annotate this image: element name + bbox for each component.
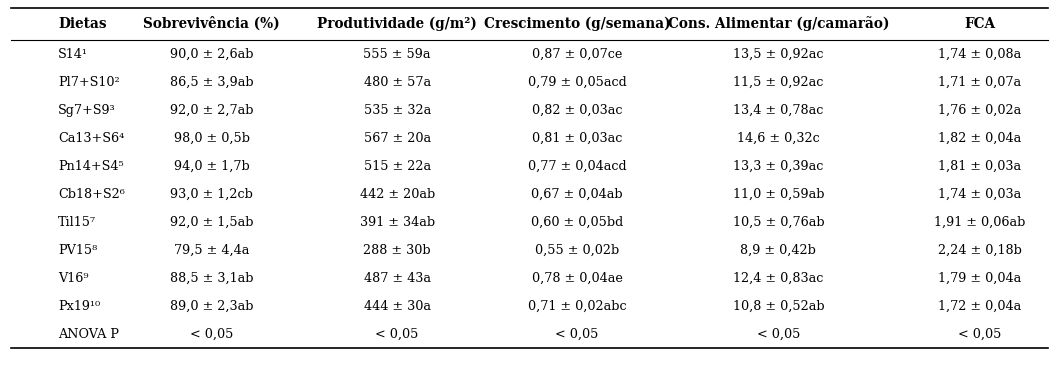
Text: 487 ± 43a: 487 ± 43a	[363, 272, 431, 285]
Text: 1,72 ± 0,04a: 1,72 ± 0,04a	[938, 300, 1021, 313]
Text: 1,71 ± 0,07a: 1,71 ± 0,07a	[938, 76, 1021, 89]
Text: < 0,05: < 0,05	[757, 328, 800, 340]
Text: 515 ± 22a: 515 ± 22a	[363, 159, 431, 172]
Text: 0,82 ± 0,03ac: 0,82 ± 0,03ac	[532, 104, 623, 116]
Text: S14¹: S14¹	[58, 47, 88, 61]
Text: Pn14+S4⁵: Pn14+S4⁵	[58, 159, 124, 172]
Text: 13,5 ± 0,92ac: 13,5 ± 0,92ac	[733, 47, 824, 61]
Text: 92,0 ± 1,5ab: 92,0 ± 1,5ab	[170, 215, 253, 229]
Text: 12,4 ± 0,83ac: 12,4 ± 0,83ac	[733, 272, 824, 285]
Text: 89,0 ± 2,3ab: 89,0 ± 2,3ab	[170, 300, 253, 313]
Text: < 0,05: < 0,05	[376, 328, 418, 340]
Text: 79,5 ± 4,4a: 79,5 ± 4,4a	[174, 243, 250, 257]
Text: 94,0 ± 1,7b: 94,0 ± 1,7b	[174, 159, 250, 172]
Text: 1,79 ± 0,04a: 1,79 ± 0,04a	[938, 272, 1021, 285]
Text: 0,87 ± 0,07ce: 0,87 ± 0,07ce	[532, 47, 623, 61]
Text: 1,74 ± 0,03a: 1,74 ± 0,03a	[938, 187, 1021, 200]
Text: 1,91 ± 0,06ab: 1,91 ± 0,06ab	[934, 215, 1025, 229]
Text: 0,60 ± 0,05bd: 0,60 ± 0,05bd	[531, 215, 624, 229]
Text: 8,9 ± 0,42b: 8,9 ± 0,42b	[740, 243, 816, 257]
Text: FCA: FCA	[964, 17, 995, 31]
Text: 1,81 ± 0,03a: 1,81 ± 0,03a	[938, 159, 1021, 172]
Text: 93,0 ± 1,2cb: 93,0 ± 1,2cb	[170, 187, 253, 200]
Text: 0,67 ± 0,04ab: 0,67 ± 0,04ab	[532, 187, 623, 200]
Text: 86,5 ± 3,9ab: 86,5 ± 3,9ab	[170, 76, 253, 89]
Text: ANOVA P: ANOVA P	[58, 328, 120, 340]
Text: Cons. Alimentar (g/camarão): Cons. Alimentar (g/camarão)	[667, 16, 890, 31]
Text: 480 ± 57a: 480 ± 57a	[363, 76, 431, 89]
Text: 0,79 ± 0,05acd: 0,79 ± 0,05acd	[527, 76, 627, 89]
Text: 0,71 ± 0,02abc: 0,71 ± 0,02abc	[527, 300, 627, 313]
Text: Crescimento (g/semana): Crescimento (g/semana)	[484, 17, 670, 31]
Text: 1,74 ± 0,08a: 1,74 ± 0,08a	[938, 47, 1021, 61]
Text: 555 ± 59a: 555 ± 59a	[363, 47, 431, 61]
Text: < 0,05: < 0,05	[191, 328, 233, 340]
Text: 2,24 ± 0,18b: 2,24 ± 0,18b	[937, 243, 1022, 257]
Text: 13,4 ± 0,78ac: 13,4 ± 0,78ac	[733, 104, 824, 116]
Text: 0,55 ± 0,02b: 0,55 ± 0,02b	[535, 243, 620, 257]
Text: 13,3 ± 0,39ac: 13,3 ± 0,39ac	[733, 159, 824, 172]
Text: 0,77 ± 0,04acd: 0,77 ± 0,04acd	[527, 159, 627, 172]
Text: 90,0 ± 2,6ab: 90,0 ± 2,6ab	[170, 47, 253, 61]
Text: < 0,05: < 0,05	[556, 328, 598, 340]
Text: V16⁹: V16⁹	[58, 272, 89, 285]
Text: 11,0 ± 0,59ab: 11,0 ± 0,59ab	[733, 187, 824, 200]
Text: 0,78 ± 0,04ae: 0,78 ± 0,04ae	[532, 272, 623, 285]
Text: 0,81 ± 0,03ac: 0,81 ± 0,03ac	[532, 132, 623, 144]
Text: 535 ± 32a: 535 ± 32a	[363, 104, 431, 116]
Text: 391 ± 34ab: 391 ± 34ab	[360, 215, 434, 229]
Text: 88,5 ± 3,1ab: 88,5 ± 3,1ab	[170, 272, 253, 285]
Text: PV15⁸: PV15⁸	[58, 243, 97, 257]
Text: 92,0 ± 2,7ab: 92,0 ± 2,7ab	[170, 104, 253, 116]
Text: 10,8 ± 0,52ab: 10,8 ± 0,52ab	[733, 300, 824, 313]
Text: Px19¹⁰: Px19¹⁰	[58, 300, 101, 313]
Text: 1,82 ± 0,04a: 1,82 ± 0,04a	[938, 132, 1021, 144]
Text: Sg7+S9³: Sg7+S9³	[58, 104, 116, 116]
Text: 98,0 ± 0,5b: 98,0 ± 0,5b	[174, 132, 250, 144]
Text: 288 ± 30b: 288 ± 30b	[363, 243, 431, 257]
Text: 10,5 ± 0,76ab: 10,5 ± 0,76ab	[733, 215, 824, 229]
Text: Til15⁷: Til15⁷	[58, 215, 96, 229]
Text: 442 ± 20ab: 442 ± 20ab	[359, 187, 435, 200]
Text: Produtividade (g/m²): Produtividade (g/m²)	[318, 17, 477, 31]
Text: 11,5 ± 0,92ac: 11,5 ± 0,92ac	[733, 76, 824, 89]
Text: 1,76 ± 0,02a: 1,76 ± 0,02a	[938, 104, 1021, 116]
Text: 444 ± 30a: 444 ± 30a	[363, 300, 431, 313]
Text: Ca13+S6⁴: Ca13+S6⁴	[58, 132, 125, 144]
Text: Sobrevivência (%): Sobrevivência (%)	[143, 17, 281, 31]
Text: < 0,05: < 0,05	[958, 328, 1001, 340]
Text: 567 ± 20a: 567 ± 20a	[363, 132, 431, 144]
Text: Pl7+S10²: Pl7+S10²	[58, 76, 120, 89]
Text: Dietas: Dietas	[58, 17, 107, 31]
Text: Cb18+S2⁶: Cb18+S2⁶	[58, 187, 125, 200]
Text: 14,6 ± 0,32c: 14,6 ± 0,32c	[737, 132, 820, 144]
